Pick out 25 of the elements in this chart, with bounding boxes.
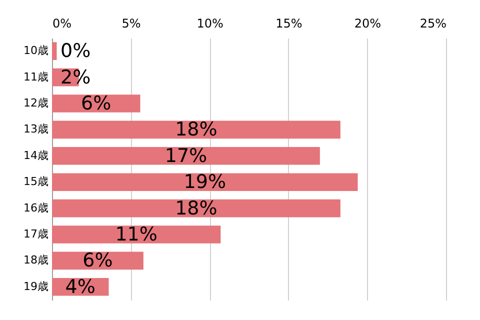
x-tick-label: 20% xyxy=(354,16,382,30)
data-label: 18% xyxy=(175,118,218,141)
y-tick-label: 19歳 xyxy=(24,280,48,293)
data-label: 18% xyxy=(175,197,218,220)
x-tick-label: 15% xyxy=(276,16,302,30)
data-label: 11% xyxy=(115,224,158,246)
y-tick-label: 11歳 xyxy=(24,70,48,84)
x-tick-label: 10% xyxy=(196,16,224,30)
data-label: 19% xyxy=(184,171,226,194)
x-tick-label: 0% xyxy=(52,16,72,30)
data-label: 0% xyxy=(60,40,91,62)
data-label: 17% xyxy=(164,144,208,167)
y-tick-label: 12歳 xyxy=(24,96,48,110)
data-label: 6% xyxy=(81,92,112,114)
y-tick-label: 10歳 xyxy=(24,44,48,58)
y-tick-label: 17歳 xyxy=(24,228,48,240)
y-tick-label: 18歳 xyxy=(24,254,48,267)
y-tick-label: 15歳 xyxy=(24,175,48,188)
data-label: 6% xyxy=(82,250,113,272)
x-tick-label: 25% xyxy=(420,16,446,30)
y-tick-label: 14歳 xyxy=(24,148,48,162)
y-tick-label: 16歳 xyxy=(24,201,48,214)
x-tick-label: 5% xyxy=(122,16,141,30)
y-tick-label: 13歳 xyxy=(24,122,48,136)
data-label: 4% xyxy=(65,276,96,298)
